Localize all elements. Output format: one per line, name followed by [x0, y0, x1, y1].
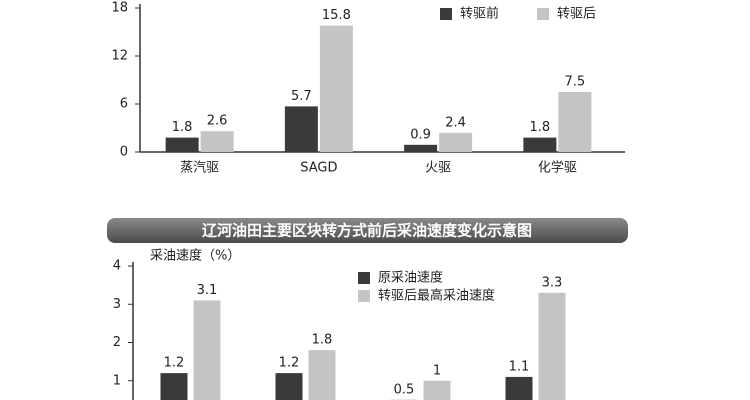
y-tick-label: 18: [111, 1, 128, 16]
bar: [308, 350, 336, 400]
legend-label: 转驱前: [460, 6, 499, 22]
y-tick-label: 4: [113, 259, 121, 274]
bar: [284, 106, 318, 152]
y-tick-label: 2: [113, 335, 121, 350]
value-label: 1.1: [509, 359, 530, 374]
bar: [558, 92, 592, 152]
bar: [319, 25, 353, 153]
x-tick-label: 化学驱: [538, 160, 577, 176]
value-label: 2.4: [445, 115, 466, 130]
bar: [193, 300, 221, 400]
value-label: 2.6: [207, 114, 228, 129]
value-label: 1.8: [172, 120, 193, 135]
value-label: 15.8: [322, 8, 351, 23]
legend-label: 原采油速度: [378, 270, 443, 286]
bar: [160, 373, 188, 400]
bar: [505, 376, 533, 400]
value-label: 0.5: [394, 382, 415, 397]
bar: [439, 132, 473, 152]
bar: [538, 292, 566, 400]
legend-swatch: [440, 8, 452, 20]
bar: [404, 144, 438, 152]
title-banner: [107, 218, 628, 243]
value-label: 5.7: [291, 89, 312, 104]
x-tick-label: 蒸汽驱: [180, 161, 219, 176]
y-axis-label: 采油速度（%）: [150, 248, 240, 264]
value-label: 1.8: [530, 120, 551, 135]
legend-swatch: [537, 8, 549, 20]
value-label: 0.9: [410, 127, 431, 142]
chart-title: 辽河油田主要区块转方式前后采油速度变化示意图: [202, 222, 532, 240]
y-tick-label: 0: [120, 145, 128, 160]
value-label: 1.2: [279, 356, 300, 371]
value-label: 1.8: [312, 333, 333, 348]
value-label: 3.3: [542, 275, 563, 290]
bar: [275, 373, 303, 400]
bar: [200, 131, 234, 152]
bar: [165, 137, 199, 152]
y-tick-label: 1: [113, 373, 121, 388]
y-tick-label: 12: [111, 49, 128, 64]
legend-label: 转驱后最高采油速度: [378, 288, 495, 304]
bar: [423, 380, 451, 400]
bar: [523, 137, 557, 152]
x-tick-label: 火驱: [425, 161, 451, 176]
legend-swatch: [358, 290, 370, 302]
value-label: 1: [433, 363, 441, 378]
legend-swatch: [358, 272, 370, 284]
legend-label: 转驱后: [557, 7, 596, 22]
x-tick-label: SAGD: [300, 161, 337, 176]
y-tick-label: 3: [113, 297, 121, 312]
value-label: 7.5: [565, 75, 586, 90]
value-label: 3.1: [197, 283, 218, 298]
value-label: 1.2: [164, 356, 185, 371]
y-tick-label: 6: [120, 97, 128, 112]
